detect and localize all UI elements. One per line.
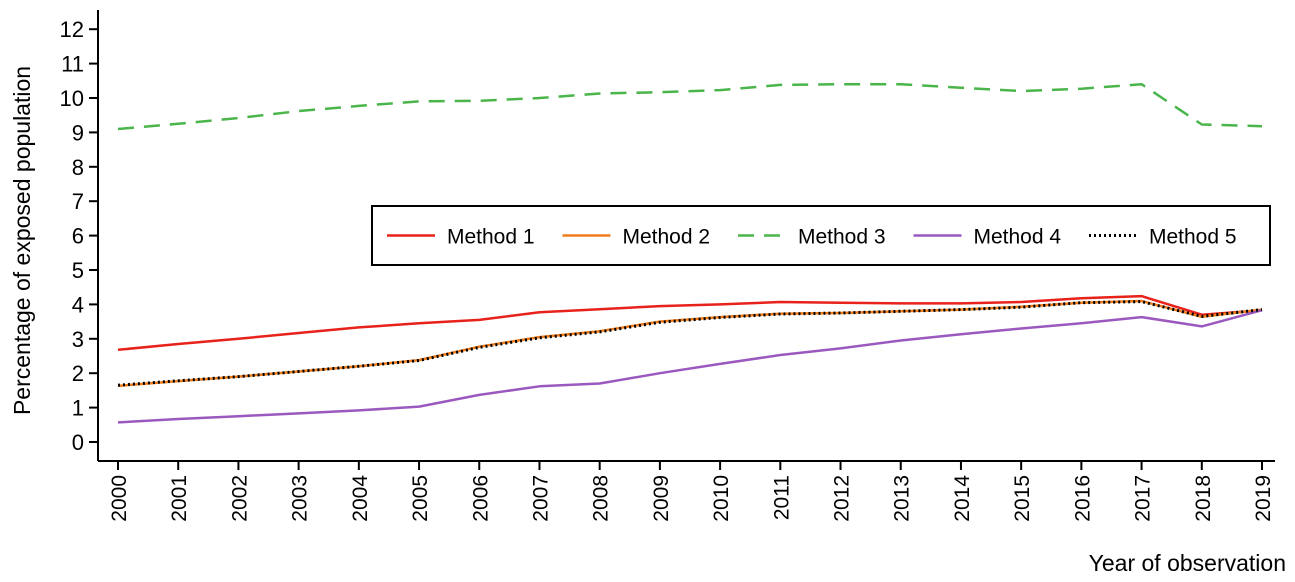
x-tick-label: 2001: [168, 475, 191, 522]
y-tick-label: 5: [72, 258, 84, 283]
legend-label: Method 1: [447, 226, 535, 249]
x-tick-label: 2012: [831, 475, 854, 522]
x-tick-label: 2011: [770, 475, 793, 520]
y-tick-label: 8: [72, 155, 84, 180]
y-tick-label: 3: [72, 327, 84, 352]
x-tick-label: 2016: [1071, 475, 1094, 522]
y-tick-label: 1: [72, 396, 84, 421]
x-tick-label: 2010: [710, 475, 733, 522]
y-tick-label: 2: [72, 361, 84, 386]
legend-label: Method 3: [798, 226, 886, 249]
y-tick-label: 12: [60, 17, 84, 42]
x-tick-label: 2002: [228, 475, 251, 522]
x-tick-label: 2000: [108, 475, 131, 522]
x-tick-label: 2006: [469, 475, 492, 522]
series-line-method-1: [117, 294, 1263, 352]
y-tick-label: 11: [61, 52, 84, 77]
legend: Method 1 Method 2 Method 3 Method 4 Method 5: [371, 205, 1271, 266]
x-tick-label: 2018: [1192, 475, 1215, 522]
x-tick-label: 2017: [1132, 475, 1155, 522]
y-tick-label: 4: [72, 292, 84, 317]
series-line-method-2: [117, 299, 1263, 388]
x-ticks: 2000 2001 2002 2003 2004 2005 2006 2007 2008 2009…: [108, 461, 1275, 522]
x-tick-label: 2005: [409, 475, 432, 522]
x-tick-label: 2007: [529, 475, 552, 522]
x-tick-label: 2014: [951, 475, 974, 522]
x-tick-label: 2009: [650, 475, 673, 522]
series-line-method-4: [117, 308, 1263, 424]
y-tick-label: 0: [72, 430, 84, 455]
x-tick-label: 2013: [891, 475, 914, 522]
y-tick-label: 9: [72, 120, 84, 145]
x-tick-label: 2008: [590, 475, 613, 522]
y-tick-label: 7: [72, 189, 84, 214]
legend-label: Method 5: [1149, 226, 1237, 249]
x-tick-label: 2015: [1011, 475, 1034, 522]
y-axis-title: Percentage of exposed population: [9, 66, 35, 415]
series-line-method-3: [117, 82, 1263, 131]
x-tick-label: 2019: [1252, 475, 1275, 522]
series-line-method-5: [117, 300, 1263, 387]
x-tick-label: 2003: [289, 475, 312, 522]
legend-label: Method 2: [623, 226, 711, 249]
x-axis-title: Year of observation: [1089, 550, 1286, 576]
legend-label: Method 4: [974, 226, 1062, 249]
y-tick-label: 10: [60, 86, 84, 111]
series-lines: [117, 82, 1263, 424]
x-tick-label: 2004: [349, 475, 372, 522]
y-tick-label: 6: [72, 224, 84, 249]
